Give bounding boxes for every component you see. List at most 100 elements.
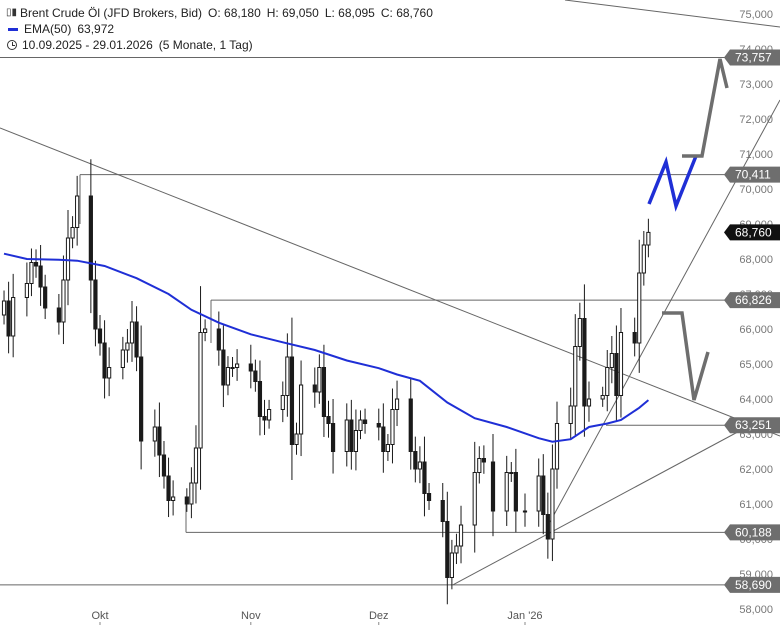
- candle-body: [61, 279, 66, 323]
- candle-body: [321, 367, 327, 417]
- candle-body: [550, 468, 555, 540]
- candle-body: [125, 342, 130, 351]
- candle-body: [541, 475, 546, 515]
- candle-body: [632, 332, 637, 344]
- level-label: 58,690: [735, 578, 772, 592]
- y-tick-label: 61,000: [739, 499, 773, 511]
- candle-body: [646, 231, 651, 246]
- candle-body: [285, 356, 290, 396]
- candle-body: [134, 321, 139, 358]
- y-tick-label: 75,000: [739, 9, 773, 21]
- candle-body: [330, 423, 336, 452]
- current-price-label-bg: [724, 224, 780, 241]
- level-label: 73,757: [735, 51, 772, 65]
- candle-body: [637, 272, 642, 344]
- candle-body: [161, 454, 167, 477]
- candle-body: [509, 472, 514, 474]
- y-tick-label: 62,000: [739, 464, 773, 476]
- candle-body: [609, 353, 614, 368]
- candle-body: [198, 332, 203, 449]
- candle-body: [248, 363, 253, 372]
- candle-body: [171, 496, 176, 501]
- candle-body: [582, 318, 587, 407]
- candle-body: [353, 430, 359, 452]
- candle-body: [294, 433, 299, 445]
- candle-body: [440, 500, 445, 522]
- x-tick-label: Okt: [91, 610, 108, 622]
- downtrend-line: [0, 127, 780, 437]
- candle-body: [93, 279, 98, 330]
- instrument-name: Brent Crude Öl (JFD Brokers, Bid): [20, 6, 203, 20]
- ema-label: EMA(50): [24, 22, 72, 36]
- candle-body: [408, 398, 413, 452]
- level-label-bg: [724, 417, 780, 434]
- candle-body: [536, 475, 541, 512]
- level-label: 66,826: [735, 293, 772, 307]
- candle-body: [216, 328, 221, 351]
- y-tick-label: 64,000: [739, 394, 773, 406]
- current-price-label: 68,760: [735, 225, 772, 239]
- candlesticks: [1, 159, 651, 605]
- x-axis-labels: Okt Nov Dez Jan '26: [91, 610, 543, 625]
- candle-body: [298, 384, 304, 435]
- candle-body: [312, 384, 317, 393]
- legend-instrument-row: ▯▮ Brent Crude Öl (JFD Brokers, Bid) O: …: [6, 5, 433, 21]
- candle-body: [545, 514, 550, 540]
- level-label-bg: [724, 292, 780, 309]
- close-value: C: 68,760: [380, 6, 433, 20]
- candle-body: [107, 367, 112, 379]
- candle-body: [11, 297, 16, 337]
- candle-body: [344, 419, 349, 452]
- candle-body: [234, 363, 240, 368]
- chart-legend: ▯▮ Brent Crude Öl (JFD Brokers, Bid) O: …: [6, 5, 433, 53]
- candle-body: [193, 447, 199, 484]
- candle-body: [472, 472, 477, 526]
- y-tick-label: 68,000: [739, 254, 773, 266]
- candle-body: [513, 472, 518, 512]
- level-label: 60,188: [735, 525, 772, 539]
- legend-ema-row: EMA(50) 63,972: [6, 21, 433, 37]
- candle-body: [29, 262, 34, 284]
- level-label-bg: [724, 524, 780, 541]
- candle-body: [38, 265, 43, 288]
- candle-body: [157, 426, 162, 456]
- candle-body: [573, 346, 578, 407]
- level-label-bg: [724, 49, 780, 66]
- candle-body: [70, 227, 75, 239]
- bullish-projection-blue: [647, 155, 698, 212]
- low-value: L: 68,095: [324, 6, 375, 20]
- candle-body: [477, 458, 482, 473]
- candle-body: [390, 409, 395, 445]
- y-tick-label: 73,000: [739, 79, 773, 91]
- y-tick-label: 58,000: [739, 604, 773, 616]
- candle-body: [221, 349, 226, 386]
- candle-body: [152, 426, 157, 442]
- legend-range-row: 10.09.2025 - 29.01.2026 (5 Monate, 1 Tag…: [6, 37, 433, 53]
- date-range: 10.09.2025 - 29.01.2026: [22, 38, 153, 52]
- candle-body: [362, 419, 368, 424]
- candle-body: [225, 367, 231, 386]
- bearish-projection-grey: [662, 311, 710, 401]
- candle-body: [600, 395, 605, 400]
- candle-body: [449, 552, 454, 578]
- bullish-projection-grey: [682, 58, 729, 158]
- candle-body: [577, 318, 582, 347]
- y-tick-label: 66,000: [739, 324, 773, 336]
- candle-body: [605, 367, 610, 396]
- candle-body: [641, 244, 646, 274]
- candle-body: [349, 419, 354, 452]
- open-value: O: 68,180: [208, 6, 261, 20]
- candle-body: [88, 195, 93, 281]
- candle-body: [1, 300, 7, 316]
- clock-icon: [7, 40, 17, 50]
- x-tick-label: Nov: [241, 610, 261, 622]
- level-label-bg: [724, 166, 780, 183]
- candle-body: [33, 262, 39, 267]
- candle-body: [189, 482, 194, 505]
- x-tick-label: Jan '26: [507, 610, 542, 622]
- candle-body: [614, 353, 619, 396]
- candle-body: [568, 405, 573, 424]
- ema-value: 63,972: [77, 22, 115, 36]
- y-tick-label: 70,000: [739, 184, 773, 196]
